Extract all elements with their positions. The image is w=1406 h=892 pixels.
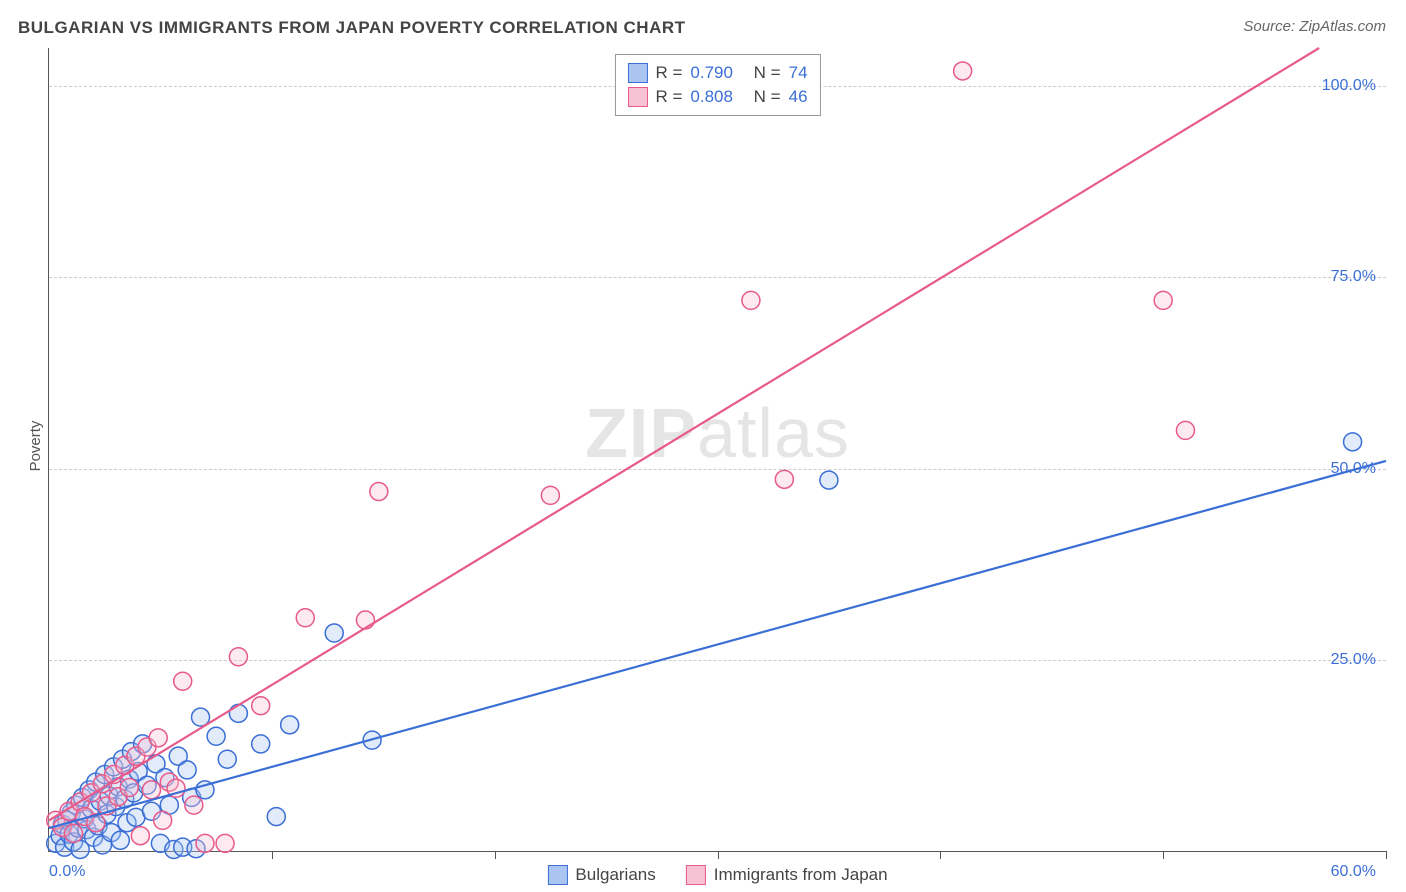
data-point xyxy=(252,735,270,753)
r-label: R = xyxy=(655,87,682,107)
data-point xyxy=(111,831,129,849)
legend-swatch-1 xyxy=(627,87,647,107)
x-tick xyxy=(272,851,273,859)
legend-statistics: R = 0.790 N = 74 R = 0.808 N = 46 xyxy=(614,54,820,116)
data-point xyxy=(149,729,167,747)
data-point xyxy=(120,779,138,797)
legend-label-1: Immigrants from Japan xyxy=(714,865,888,885)
data-point xyxy=(296,609,314,627)
trend-line xyxy=(49,48,1319,820)
data-point xyxy=(143,781,161,799)
legend-item-0: Bulgarians xyxy=(547,865,655,885)
data-point xyxy=(207,727,225,745)
legend-label-0: Bulgarians xyxy=(575,865,655,885)
chart-title: BULGARIAN VS IMMIGRANTS FROM JAPAN POVER… xyxy=(18,18,686,38)
data-point xyxy=(216,834,234,852)
data-point xyxy=(370,483,388,501)
x-tick xyxy=(1386,851,1387,859)
x-tick xyxy=(495,851,496,859)
legend-swatch-b0 xyxy=(547,865,567,885)
data-point xyxy=(65,824,83,842)
data-point xyxy=(820,471,838,489)
data-point xyxy=(252,697,270,715)
data-point xyxy=(356,611,374,629)
source-attribution: Source: ZipAtlas.com xyxy=(1243,18,1386,35)
data-point xyxy=(196,834,214,852)
data-point xyxy=(174,672,192,690)
data-point xyxy=(1344,433,1362,451)
chart-container: BULGARIAN VS IMMIGRANTS FROM JAPAN POVER… xyxy=(0,0,1406,892)
data-point xyxy=(178,761,196,779)
x-tick-label-end: 60.0% xyxy=(1331,863,1376,881)
source-label: Source: xyxy=(1243,18,1295,35)
legend-stat-row-1: R = 0.808 N = 46 xyxy=(627,85,807,109)
data-point xyxy=(267,808,285,826)
plot-area: ZIPatlas R = 0.790 N = 74 R = 0.808 N = … xyxy=(48,48,1386,852)
data-point xyxy=(218,750,236,768)
legend-item-1: Immigrants from Japan xyxy=(686,865,888,885)
data-point xyxy=(1154,291,1172,309)
n-label: N = xyxy=(754,87,781,107)
data-point xyxy=(1176,421,1194,439)
legend-swatch-0 xyxy=(627,63,647,83)
data-point xyxy=(325,624,343,642)
data-point xyxy=(154,811,172,829)
plot-svg xyxy=(49,48,1386,851)
data-point xyxy=(742,291,760,309)
data-point xyxy=(229,648,247,666)
n-label: N = xyxy=(754,63,781,83)
data-point xyxy=(775,470,793,488)
data-point xyxy=(131,827,149,845)
x-tick xyxy=(718,851,719,859)
trend-line xyxy=(49,461,1386,828)
r-value-0: 0.790 xyxy=(690,63,733,83)
r-value-1: 0.808 xyxy=(690,87,733,107)
r-label: R = xyxy=(655,63,682,83)
data-point xyxy=(541,486,559,504)
data-point xyxy=(229,704,247,722)
n-value-1: 46 xyxy=(789,87,808,107)
data-point xyxy=(954,62,972,80)
y-axis-label: Poverty xyxy=(27,421,44,472)
legend-stat-row-0: R = 0.790 N = 74 xyxy=(627,61,807,85)
x-tick xyxy=(1163,851,1164,859)
x-tick xyxy=(940,851,941,859)
legend-swatch-b1 xyxy=(686,865,706,885)
n-value-0: 74 xyxy=(789,63,808,83)
x-tick-label-start: 0.0% xyxy=(49,863,85,881)
data-point xyxy=(185,796,203,814)
legend-series: Bulgarians Immigrants from Japan xyxy=(547,865,887,885)
data-point xyxy=(281,716,299,734)
source-link[interactable]: ZipAtlas.com xyxy=(1299,18,1386,35)
